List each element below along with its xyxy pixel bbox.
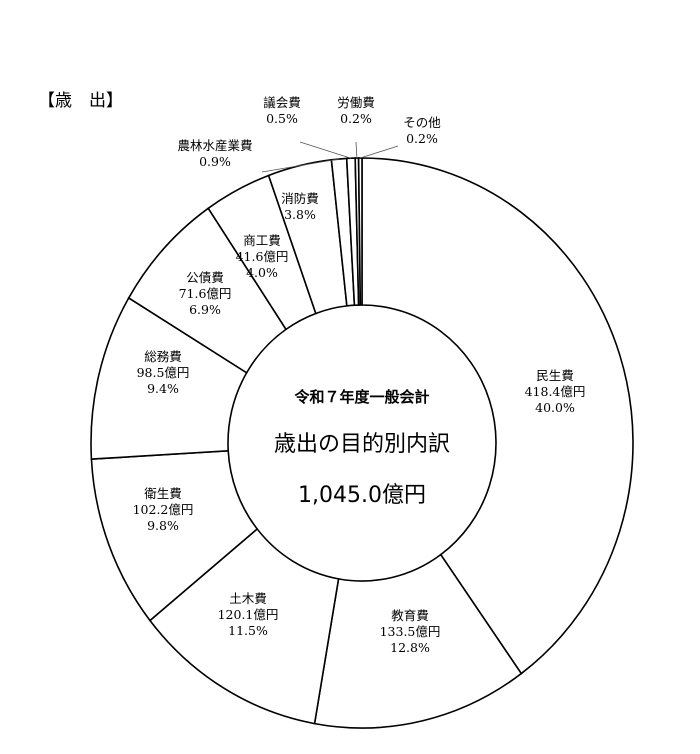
slice-amount-3: 102.2億円 [133, 502, 194, 517]
slice-percent-2: 11.5% [228, 623, 268, 638]
slice-amount-2: 120.1億円 [218, 607, 279, 622]
slice-label-7: 消防費 [281, 191, 319, 206]
slice-label-6: 商工費 [243, 233, 281, 248]
slice-1 [313, 553, 523, 729]
leader-line-9 [299, 141, 352, 159]
slice-label-8: 農林水産業費 [177, 138, 252, 153]
slice-label-9: 議会費 [263, 95, 301, 110]
slice-label-1: 教育費 [391, 608, 429, 623]
slice-percent-5: 6.9% [189, 302, 221, 317]
slice-percent-3: 9.8% [147, 518, 179, 533]
slice-percent-0: 40.0% [535, 400, 575, 415]
slice-label-5: 公債費 [186, 270, 224, 285]
slice-label-10: 労働費 [337, 95, 375, 110]
slice-11 [357, 157, 363, 306]
center-text-line2: 歳出の目的別内訳 [274, 432, 450, 457]
slice-percent-1: 12.8% [390, 640, 430, 655]
slice-label-3: 衛生費 [144, 486, 182, 501]
slice-0 [361, 157, 634, 675]
slice-percent-6: 4.0% [246, 265, 278, 280]
slice-percent-10: 0.2% [340, 111, 372, 126]
slice-percent-9: 0.5% [266, 111, 298, 126]
slice-percent-8: 0.9% [199, 154, 231, 169]
slice-percent-7: 3.8% [284, 207, 316, 222]
slice-amount-5: 71.6億円 [179, 286, 232, 301]
slice-amount-1: 133.5億円 [380, 624, 441, 639]
slice-percent-4: 9.4% [147, 381, 179, 396]
slice-label-4: 総務費 [144, 349, 182, 364]
leader-line-10 [355, 141, 358, 159]
leader-line-11 [360, 145, 399, 159]
section-heading: 【歳 出】 [38, 91, 123, 111]
slice-label-2: 土木費 [229, 591, 267, 606]
leader-line-8 [261, 158, 340, 173]
slice-label-0: 民生費 [536, 368, 574, 383]
slice-amount-4: 98.5億円 [137, 365, 190, 380]
slice-amount-0: 418.4億円 [525, 384, 586, 399]
center-text-line3: 1,045.0億円 [298, 483, 426, 508]
slice-label-11: その他 [403, 115, 441, 130]
center-text-line1: 令和７年度一般会計 [294, 388, 429, 406]
slice-amount-6: 41.6億円 [236, 249, 289, 264]
slice-percent-11: 0.2% [406, 131, 438, 146]
